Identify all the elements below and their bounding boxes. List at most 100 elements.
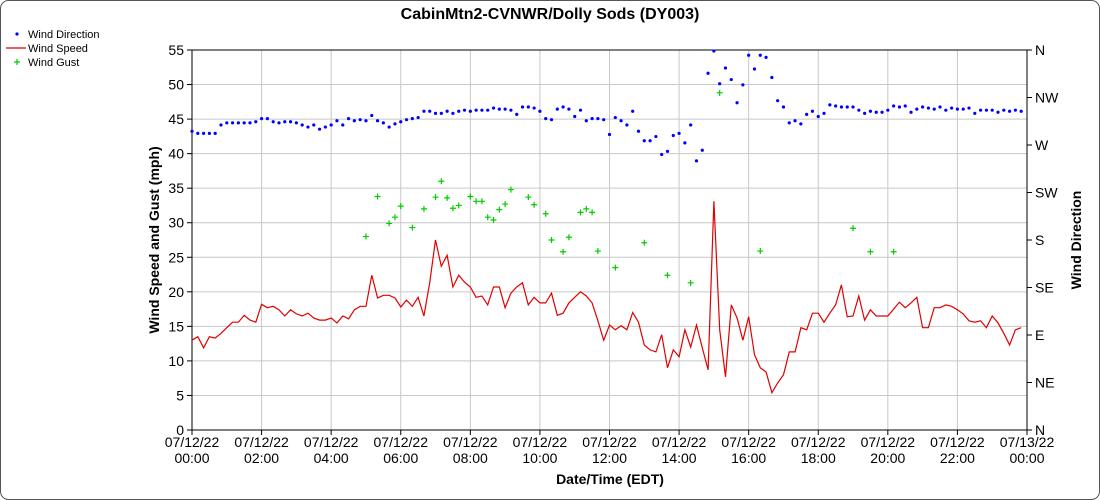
x-tick-label: 07/12/22 12:00: [582, 434, 637, 466]
direction-dot: [416, 115, 420, 120]
direction-dot: [590, 117, 594, 121]
direction-dot: [990, 108, 994, 112]
direction-dot: [399, 120, 403, 124]
direction-dot: [700, 148, 704, 152]
direction-dot: [607, 132, 612, 137]
y-tick-label: 0: [176, 422, 184, 438]
direction-dot: [625, 123, 629, 127]
direction-dot: [300, 123, 304, 127]
direction-dot: [219, 123, 223, 127]
gust-marker: [496, 206, 503, 213]
direction-dot: [213, 131, 217, 135]
direction-dot: [404, 118, 409, 122]
direction-dot: [567, 107, 571, 111]
direction-dot: [805, 112, 809, 116]
direction-dot: [903, 104, 907, 108]
direction-dot: [712, 49, 716, 53]
gust-marker: [397, 203, 404, 210]
y-tick-label: 45: [168, 111, 184, 127]
direction-dot: [677, 131, 681, 135]
x-tick-label: 07/13/22 00:00: [1000, 434, 1055, 466]
direction-dot: [961, 107, 965, 111]
direction-dot: [723, 66, 728, 70]
direction-dot: [515, 112, 519, 116]
direction-dot: [341, 123, 345, 127]
direction-dot: [335, 119, 339, 123]
x-tick-label: 07/12/22 10:00: [513, 434, 568, 466]
direction-dot: [201, 131, 206, 135]
direction-dot: [445, 109, 449, 113]
plot-frame: [191, 49, 1028, 431]
gust-marker: [641, 239, 648, 246]
direction-dot: [503, 107, 507, 111]
direction-dot: [706, 71, 710, 75]
y2-tick-label: SW: [1035, 185, 1058, 201]
gust-marker: [757, 248, 764, 255]
direction-dot: [636, 129, 641, 133]
direction-dot: [932, 107, 936, 111]
direction-dot: [462, 108, 467, 112]
direction-dot: [1019, 109, 1023, 113]
direction-dot: [544, 117, 548, 121]
gust-marker: [455, 202, 462, 209]
direction-dot: [1013, 108, 1018, 112]
gust-marker: [531, 201, 538, 208]
direction-dot: [364, 119, 368, 123]
gust-marker: [542, 210, 549, 217]
direction-dot: [822, 111, 826, 115]
direction-dot: [375, 119, 380, 123]
direction-dot: [532, 106, 536, 110]
direction-dot: [236, 121, 240, 125]
gust-marker: [507, 186, 514, 193]
direction-dot: [596, 117, 600, 121]
gust-marker: [594, 248, 601, 255]
direction-dot: [857, 108, 861, 112]
direction-dot: [654, 134, 658, 139]
gust-marker: [525, 194, 532, 201]
gust-marker: [432, 194, 439, 201]
x-axis-label: Date/Time (EDT): [556, 471, 664, 487]
direction-dot: [323, 125, 327, 129]
y2-axis-label: Wind Direction: [1068, 191, 1084, 290]
direction-dot: [781, 105, 786, 109]
direction-dot: [509, 108, 513, 112]
direction-dot: [317, 127, 322, 131]
y2-tick-label: S: [1035, 232, 1044, 248]
direction-dot: [944, 108, 948, 112]
y2-tick-label: W: [1035, 137, 1049, 153]
direction-dot: [393, 122, 397, 126]
direction-dot: [230, 121, 235, 125]
direction-dot: [967, 106, 971, 110]
direction-dot: [254, 120, 258, 124]
gust-marker: [444, 194, 451, 201]
direction-dot: [892, 104, 896, 108]
direction-dot: [474, 108, 478, 112]
direction-dot: [642, 139, 646, 143]
gust-marker: [664, 272, 671, 279]
direction-dot: [294, 121, 298, 125]
gust-marker: [583, 205, 590, 212]
direction-dot: [613, 115, 617, 120]
direction-dot: [346, 117, 351, 121]
gust-marker: [386, 220, 393, 227]
gust-marker: [438, 178, 445, 185]
x-tick-label: 07/12/22 22:00: [930, 434, 985, 466]
direction-dot: [996, 110, 1000, 114]
gust-marker: [560, 248, 567, 255]
direction-dot: [248, 121, 252, 125]
gust-marker: [409, 224, 416, 231]
direction-dot: [277, 121, 281, 125]
direction-dot: [207, 131, 211, 135]
direction-dot: [422, 109, 426, 113]
y-tick-label: 35: [168, 180, 184, 196]
direction-dot: [283, 120, 287, 124]
direction-dot: [816, 114, 820, 119]
direction-dot: [190, 129, 194, 133]
legend-label: Wind Direction: [28, 29, 100, 41]
direction-dot: [868, 109, 873, 113]
gust-marker: [850, 225, 857, 232]
x-tick-label: 07/12/22 14:00: [652, 434, 707, 466]
direction-dot: [874, 110, 878, 114]
y2-tick-label: SE: [1035, 280, 1054, 296]
